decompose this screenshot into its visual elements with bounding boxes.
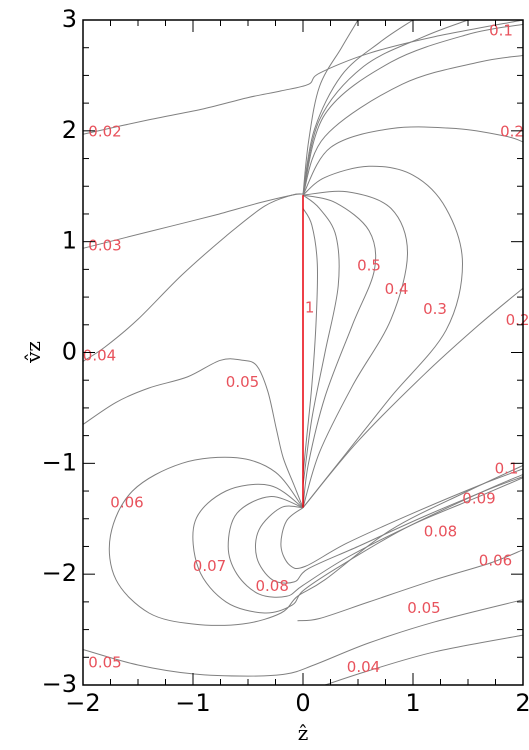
y-tick-label: 0	[62, 338, 77, 366]
contour-label: 0.1	[495, 459, 519, 477]
contour-label: 1	[305, 299, 315, 317]
contour-label: 0.3	[423, 300, 447, 318]
y-tick-label: 2	[62, 116, 77, 144]
y-tick-label: −3	[42, 670, 77, 698]
contour-label: 0.2	[500, 122, 524, 140]
contour-line-0-04	[82, 193, 304, 362]
contour-label: 0.02	[88, 122, 121, 140]
contour-line-0-05	[82, 358, 304, 508]
x-tick-label: −2	[65, 689, 100, 717]
contour-line-0-04	[324, 634, 524, 686]
contour-labels: 0.10.02 0.20.030.50.40.30.210.040.050.10.…	[83, 22, 529, 676]
contour-line-0-15	[302, 55, 524, 196]
y-tick-label: −1	[42, 448, 77, 476]
contour-label: 0.05	[226, 373, 259, 391]
contour-line-0-1	[302, 19, 414, 196]
contour-line-0-09	[254, 476, 524, 584]
contour-label: 0.05	[88, 653, 121, 671]
contour-label: 0.06	[110, 494, 143, 512]
y-axis-title: v̂z	[21, 341, 45, 364]
x-axis-title: ẑ	[298, 721, 309, 745]
contour-line-0-1	[280, 468, 524, 570]
x-tick-label: 1	[405, 689, 420, 717]
contour-label: 0.07	[193, 557, 226, 575]
contour-line-0-5	[302, 194, 377, 508]
contour-line-0-06	[297, 549, 524, 622]
x-tick-label: 2	[515, 689, 529, 717]
contour-label: 0.08	[255, 577, 288, 595]
contour-lines	[82, 19, 524, 686]
y-tick-label: −2	[42, 559, 77, 587]
x-tick-label: 0	[295, 689, 310, 717]
contour-line-0-2	[302, 126, 524, 196]
contour-line-0-08	[227, 477, 524, 598]
contour-label: 0.4	[385, 280, 409, 298]
contour-line-0-2	[302, 287, 524, 509]
contour-label: 0.05	[407, 599, 440, 617]
contour-line-0-3	[302, 165, 464, 509]
contour-line-0-1	[302, 19, 469, 196]
contour-label: 0.2	[506, 311, 529, 329]
y-tick-label: 1	[62, 227, 77, 255]
contour-line-0-4	[302, 190, 409, 508]
contour-label: 0.1	[489, 22, 513, 40]
contour-line-0-06	[108, 456, 524, 626]
y-tick-label: 3	[62, 5, 77, 33]
x-tick-label: −1	[175, 689, 210, 717]
contour-label: 0.5	[357, 257, 381, 275]
contour-label: 0.04	[347, 658, 380, 676]
contour-line-0-7	[302, 194, 340, 486]
axis-ticks	[82, 19, 524, 686]
contour-label: 0.03	[88, 237, 121, 255]
contour-label: 0.08	[424, 523, 457, 541]
contour-line-0-05	[82, 599, 524, 677]
contour-label: 0.09	[462, 489, 495, 507]
contour-line-1	[302, 208, 319, 475]
contour-line-0-1	[302, 23, 524, 196]
contour-label: 0.06	[479, 551, 512, 569]
contour-label: 0.04	[83, 346, 116, 364]
contour-line-0-1	[302, 19, 359, 196]
